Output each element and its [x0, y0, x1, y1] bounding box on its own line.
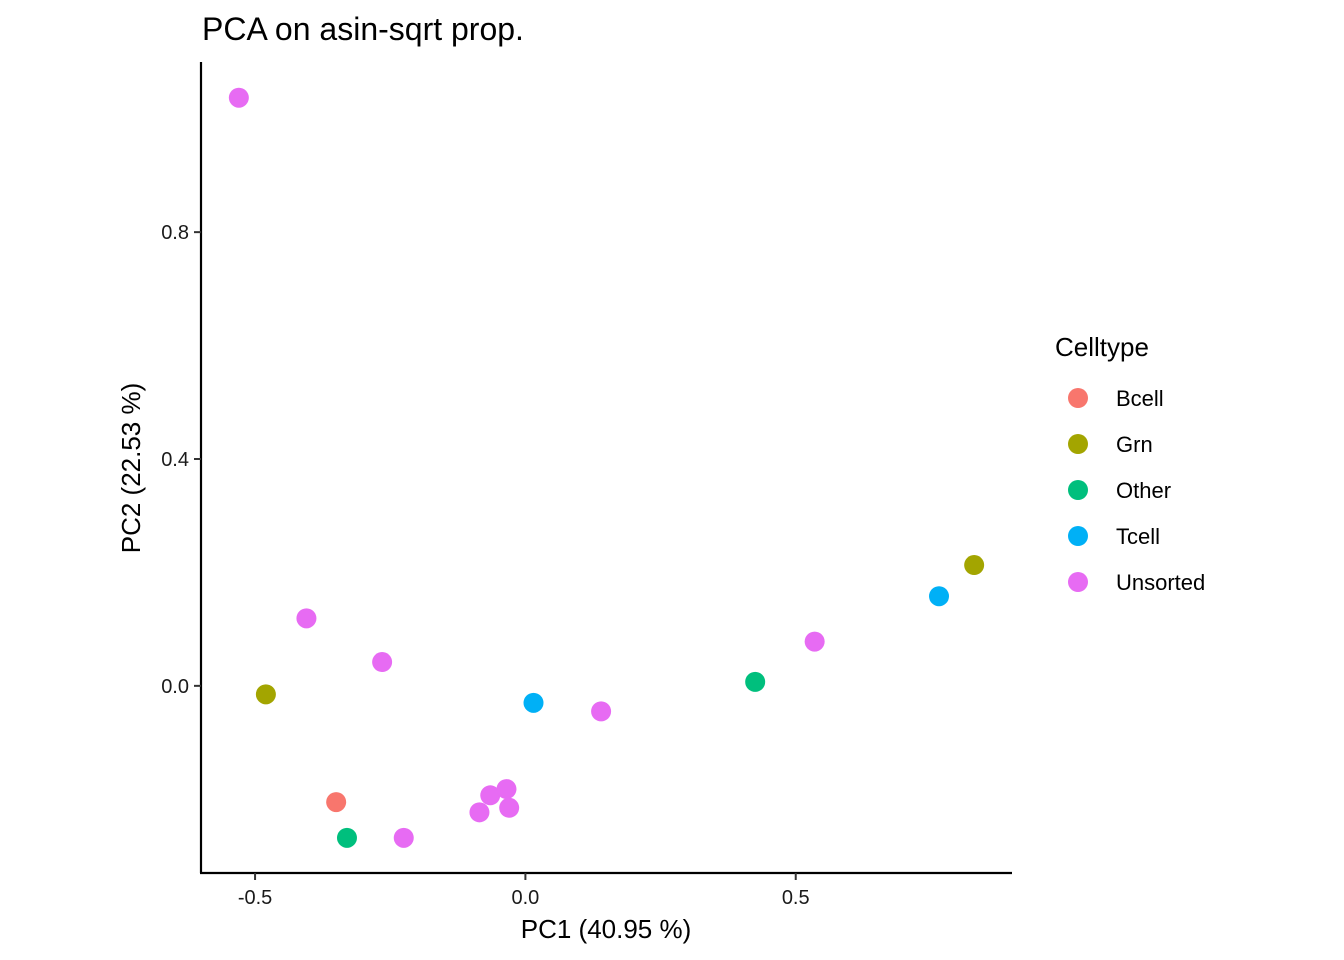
- y-axis-title: PC2 (22.53 %): [116, 383, 146, 554]
- x-ticks: -0.5 0.0 0.5: [238, 873, 810, 909]
- plot-area: -0.5 0.0 0.5 0.0 0.4 0.8: [161, 62, 1012, 909]
- data-point-unsorted: [591, 701, 612, 722]
- y-ticks: 0.0 0.4 0.8: [161, 222, 201, 698]
- data-point-bcell: [326, 792, 347, 813]
- legend-key-bcell: [1068, 388, 1088, 408]
- legend-label-bcell: Bcell: [1116, 386, 1164, 411]
- legend-key-unsorted: [1068, 572, 1088, 592]
- x-tick-label: -0.5: [238, 887, 272, 909]
- x-tick-label: 0.0: [511, 887, 539, 909]
- data-point-unsorted: [480, 785, 501, 806]
- legend-items: Bcell Grn Other Tcell Unsorted: [1068, 386, 1205, 595]
- legend-label-other: Other: [1116, 478, 1171, 503]
- data-points: [228, 87, 985, 848]
- data-point-other: [745, 671, 766, 692]
- x-tick-label: 0.5: [782, 887, 810, 909]
- data-point-unsorted: [804, 631, 825, 652]
- y-tick-label: 0.8: [161, 222, 189, 244]
- data-point-unsorted: [228, 87, 249, 108]
- data-point-unsorted: [372, 652, 393, 673]
- y-tick-label: 0.4: [161, 449, 189, 471]
- chart-title: PCA on asin-sqrt prop.: [202, 11, 524, 47]
- x-axis-title: PC1 (40.95 %): [521, 914, 692, 944]
- legend-key-tcell: [1068, 526, 1088, 546]
- data-point-unsorted: [393, 827, 414, 848]
- data-point-other: [336, 827, 357, 848]
- legend-title: Celltype: [1055, 332, 1149, 362]
- legend-label-grn: Grn: [1116, 432, 1153, 457]
- data-point-grn: [964, 555, 985, 576]
- data-point-grn: [255, 684, 276, 705]
- legend-key-grn: [1068, 434, 1088, 454]
- data-point-unsorted: [469, 802, 490, 823]
- y-tick-label: 0.0: [161, 676, 189, 698]
- data-point-unsorted: [496, 779, 517, 800]
- data-point-unsorted: [499, 797, 520, 818]
- data-point-tcell: [523, 692, 544, 713]
- data-point-tcell: [929, 586, 950, 607]
- legend: Celltype Bcell Grn Other Tcell Unsorted: [1055, 332, 1205, 595]
- legend-label-tcell: Tcell: [1116, 524, 1160, 549]
- data-point-unsorted: [296, 608, 317, 629]
- legend-label-unsorted: Unsorted: [1116, 570, 1205, 595]
- legend-key-other: [1068, 480, 1088, 500]
